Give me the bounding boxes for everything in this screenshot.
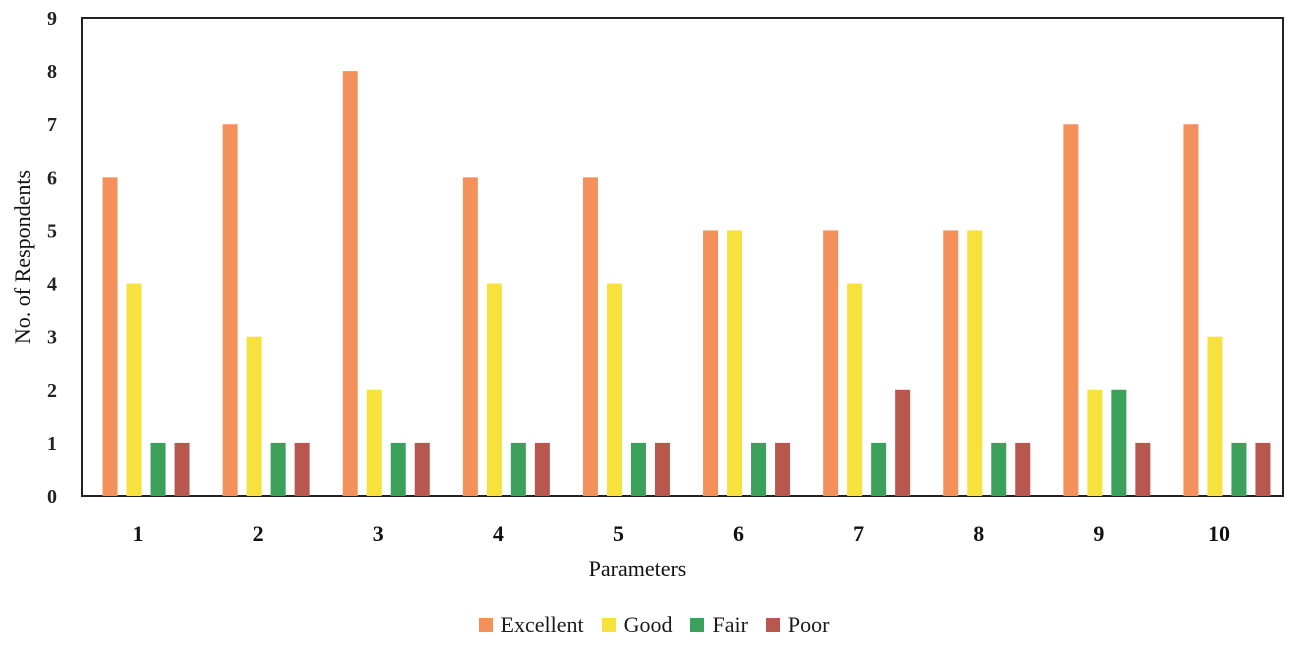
- bar-good-2: [246, 336, 262, 496]
- legend-swatch: [478, 618, 493, 632]
- y-tick-label: 3: [47, 327, 57, 349]
- bar-poor-9: [1135, 442, 1151, 496]
- y-axis-title: No. of Respondents: [10, 170, 35, 344]
- y-tick-label: 1: [47, 433, 57, 455]
- chart-legend: Excellent Good Fair Poor: [0, 612, 1308, 638]
- legend-item-poor: Poor: [765, 612, 830, 638]
- legend-item-good: Good: [601, 612, 673, 638]
- x-tick-label: 7: [853, 521, 864, 546]
- bar-excellent-2: [222, 124, 238, 496]
- bar-excellent-7: [823, 230, 839, 496]
- legend-swatch: [765, 618, 780, 632]
- y-tick-label: 5: [47, 220, 57, 242]
- bar-excellent-4: [462, 177, 478, 497]
- bar-excellent-10: [1183, 124, 1199, 496]
- bar-poor-6: [775, 442, 791, 496]
- y-tick-label: 0: [47, 486, 57, 508]
- x-tick-label: 6: [733, 521, 744, 546]
- y-tick-label: 8: [47, 61, 57, 83]
- legend-label: Excellent: [500, 612, 584, 637]
- x-tick-label: 8: [973, 521, 984, 546]
- bar-excellent-5: [582, 177, 598, 497]
- y-tick-label: 7: [47, 114, 57, 136]
- bar-good-3: [366, 389, 382, 496]
- legend-swatch: [690, 618, 705, 632]
- y-axis-ticks: 0 1 2 3 4 5 6 7 8 9: [47, 8, 57, 508]
- x-tick-label: 3: [373, 521, 384, 546]
- y-tick-label: 9: [47, 8, 57, 30]
- bar-fair-8: [991, 442, 1007, 496]
- bar-excellent-3: [342, 71, 358, 496]
- bar-good-8: [967, 230, 983, 496]
- bar-excellent-9: [1063, 124, 1079, 496]
- bar-good-5: [606, 283, 622, 496]
- bar-poor-7: [895, 389, 911, 496]
- x-tick-label: 5: [613, 521, 624, 546]
- bar-fair-7: [871, 442, 887, 496]
- bar-fair-1: [150, 442, 166, 496]
- legend-item-fair: Fair: [690, 612, 748, 638]
- plot-area-frame: [81, 17, 1284, 497]
- bar-good-4: [486, 283, 502, 496]
- x-axis-title: Parameters: [589, 556, 687, 581]
- bar-good-1: [126, 283, 142, 496]
- bar-good-9: [1087, 389, 1103, 496]
- x-axis-ticks: 1 2 3 4 5 6 7 8 9 10: [133, 521, 1230, 546]
- y-tick-label: 4: [47, 274, 57, 296]
- bar-excellent-1: [102, 177, 118, 497]
- y-tick-label: 6: [47, 167, 57, 189]
- bar-good-7: [847, 283, 863, 496]
- bar-fair-10: [1231, 442, 1247, 496]
- legend-label: Good: [623, 612, 673, 637]
- bar-good-6: [727, 230, 743, 496]
- x-tick-label: 1: [133, 521, 144, 546]
- bar-poor-5: [654, 442, 670, 496]
- y-tick-label: 2: [47, 380, 57, 402]
- bar-excellent-6: [703, 230, 719, 496]
- bar-excellent-8: [943, 230, 959, 496]
- legend-item-excellent: Excellent: [478, 612, 584, 638]
- x-tick-label: 10: [1208, 521, 1230, 546]
- bar-fair-3: [390, 442, 406, 496]
- bar-fair-6: [751, 442, 767, 496]
- bars-group: [102, 71, 1271, 497]
- bar-poor-2: [294, 442, 310, 496]
- legend-label: Poor: [787, 612, 830, 637]
- bar-poor-1: [174, 442, 190, 496]
- bar-poor-3: [414, 442, 430, 496]
- x-tick-label: 2: [253, 521, 264, 546]
- legend-swatch: [601, 618, 616, 632]
- bar-good-10: [1207, 336, 1223, 496]
- bar-poor-10: [1255, 442, 1271, 496]
- bar-fair-9: [1111, 389, 1127, 496]
- legend-label: Fair: [712, 612, 748, 637]
- x-tick-label: 9: [1093, 521, 1104, 546]
- bar-poor-8: [1015, 442, 1031, 496]
- bar-poor-4: [534, 442, 550, 496]
- bar-fair-4: [510, 442, 526, 496]
- x-tick-label: 4: [493, 521, 504, 546]
- bar-fair-5: [630, 442, 646, 496]
- bar-fair-2: [270, 442, 286, 496]
